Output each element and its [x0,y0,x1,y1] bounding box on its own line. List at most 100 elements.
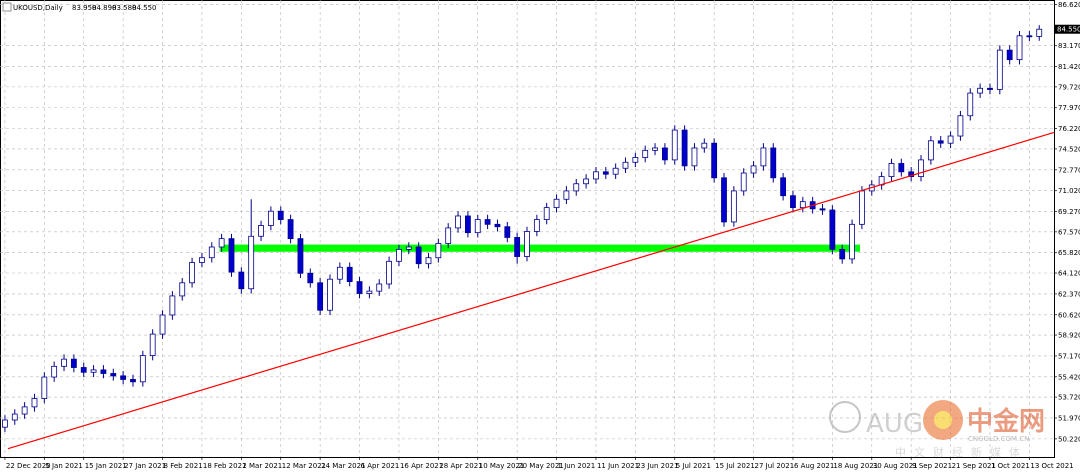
candle-body [652,147,658,151]
candle-body [464,215,471,234]
candle-body [583,178,590,185]
x-tick-label: 8 Feb 2021 [164,462,203,470]
x-tick-label: 15 Jan 2021 [85,462,127,470]
candle-body [31,398,38,408]
candle-body [396,248,402,262]
candle-body [494,223,501,228]
y-tick-label: 65.820 [1058,249,1080,257]
candle-body [1016,35,1023,61]
x-tick-label: 1 Jun 2021 [558,462,596,470]
candle-body [504,226,511,238]
y-tick-label: 50.220 [1058,435,1080,443]
candle-body [563,190,570,200]
candle-body [435,243,442,259]
candle-body [957,115,964,137]
y-tick-label: 77.970 [1058,104,1080,112]
candle-body [41,376,48,399]
candle-body [120,375,127,380]
candle-body [622,161,629,169]
candle-body [987,87,993,90]
candle-body [228,238,235,273]
candle-body [21,406,28,415]
candle-body [287,219,294,240]
y-tick-label: 72.770 [1058,166,1080,174]
candle-body [967,92,974,117]
y-tick-label: 53.720 [1058,394,1080,402]
candle-body [258,225,264,237]
y-tick-label: 60.620 [1058,311,1080,319]
y-tick-label: 57.170 [1058,352,1080,360]
candle-body [898,163,905,173]
watermark-site: CNGOLD.COM.CN [968,435,1029,443]
x-tick-label: 2 Mar 2021 [242,462,282,470]
price-tag-label: 84.550 [1057,26,1080,34]
ohlc-value: 83.950 [72,4,97,12]
x-tick-label: 9 Sep 2021 [912,462,952,470]
candle-body [859,190,865,225]
x-tick-label: 27 Jan 2021 [124,462,166,470]
x-tick-label: 28 Apr 2021 [439,462,482,470]
candle-body [681,129,688,167]
candle-body [701,142,708,149]
candle-body [760,147,767,167]
watermark-tagline: 中文财经新媒体 [895,445,1028,459]
title-group: UKOUSD,Daily [2,2,63,12]
candle-body [11,413,18,421]
candle-body [721,177,727,223]
candle-body [336,266,343,280]
candle-body [248,235,255,290]
candle-body [632,157,639,163]
logo-inner [934,411,952,429]
candle-body [573,183,580,192]
candle-body [1006,49,1013,61]
x-tick-label: 12 Mar 2021 [282,462,326,470]
candle-body [317,282,324,311]
candle-body [277,210,284,220]
candle-body [1026,35,1033,38]
candle-body [386,260,392,285]
x-tick-label: 1 Oct 2021 [991,462,1030,470]
candle-body [218,238,225,248]
candle-body [849,223,855,260]
x-tick-label: 11 Jun 2021 [597,462,639,470]
candle-body [524,231,530,257]
candle-body [977,87,984,94]
candle-body [366,290,373,294]
candle-body [70,358,77,368]
x-tick-label: 21 Sep 2021 [952,462,996,470]
candle-body [819,208,826,211]
x-tick-label: 16 Apr 2021 [400,462,443,470]
candle-body [750,165,757,174]
candle-body [297,238,304,274]
candle-body [711,142,718,179]
y-tick-label: 83.170 [1058,42,1080,50]
candle-body [514,237,521,257]
candle-body [445,227,452,244]
ohlc-value: 84.550 [132,4,157,12]
candle-body [307,272,314,284]
price-tag [1055,24,1080,34]
y-tick-label: 86.620 [1058,1,1080,9]
chart-title: UKOUSD,Daily [13,4,63,12]
candle-body [602,171,609,175]
candle-body [474,219,481,234]
y-tick-label: 55.420 [1058,373,1080,381]
candle-body [730,190,737,223]
x-tick-label: 18 Feb 2021 [203,462,247,470]
candle-body [90,369,97,373]
candle-body [139,355,146,383]
candle-body [691,147,698,167]
candle-body [908,171,915,177]
x-tick-label: 18 Aug 2021 [833,462,878,470]
x-tick-label: 6 Aug 2021 [794,462,834,470]
candle-body [996,49,1003,90]
candle-body [671,129,678,161]
candle-body [80,367,87,373]
candle-body [918,159,924,177]
x-tick-label: 24 Mar 2021 [321,462,365,470]
x-tick-label: 5 Jul 2021 [676,462,711,470]
y-tick-label: 67.570 [1058,228,1080,236]
candle-body [110,373,117,377]
candle-body [839,248,846,260]
